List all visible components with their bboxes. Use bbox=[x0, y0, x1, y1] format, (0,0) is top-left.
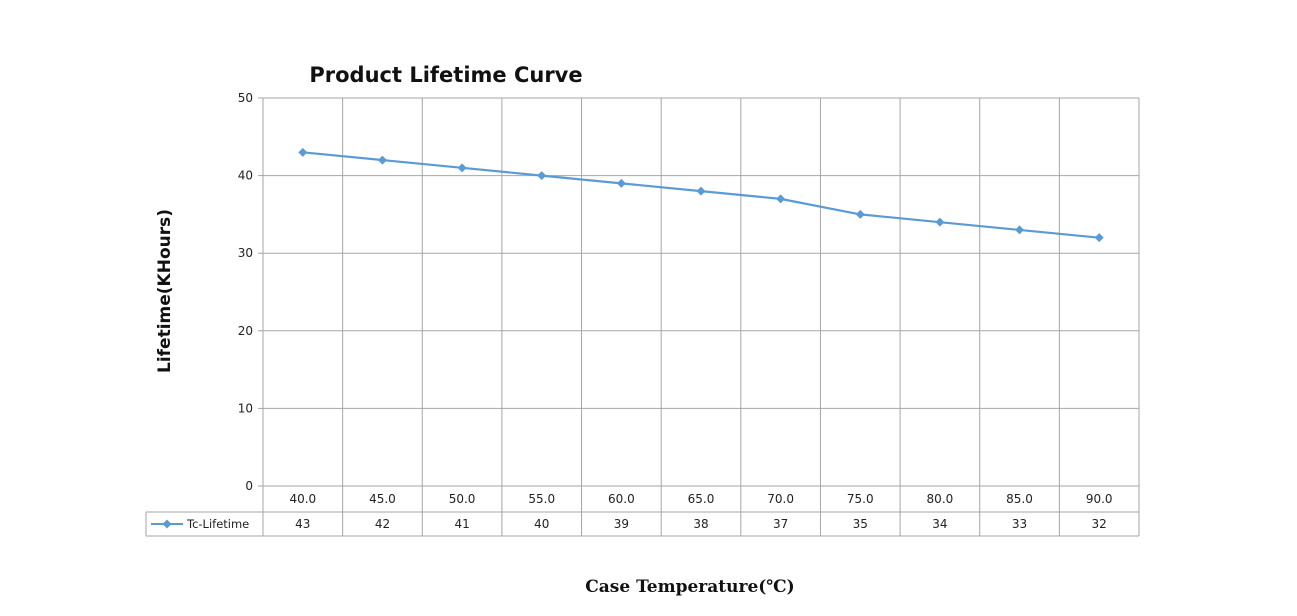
data-point bbox=[457, 163, 467, 173]
data-point bbox=[537, 171, 547, 181]
series-layer bbox=[298, 147, 1104, 243]
x-tick-label: 55.0 bbox=[528, 492, 555, 506]
table-value-cell: 40 bbox=[534, 517, 549, 531]
x-tick-label: 80.0 bbox=[927, 492, 954, 506]
table-value-cell: 42 bbox=[375, 517, 390, 531]
y-tick-label: 30 bbox=[238, 246, 253, 260]
x-tick-label: 40.0 bbox=[289, 492, 316, 506]
x-tick-label: 65.0 bbox=[688, 492, 715, 506]
y-tick-label: 50 bbox=[238, 91, 253, 105]
table-value-cell: 37 bbox=[773, 517, 788, 531]
y-tick-label: 20 bbox=[238, 324, 253, 338]
y-axis-ticks: 0 10 20 30 40 50 bbox=[238, 91, 253, 493]
y-axis-label: Lifetime(KHours) bbox=[155, 209, 175, 373]
table-value-cell: 41 bbox=[454, 517, 469, 531]
data-table: 40.0 43 45.0 42 50.0 41 55.0 40 60.0 39 65.0 38 70.0… bbox=[145, 492, 1139, 537]
data-point bbox=[1015, 225, 1025, 235]
x-tick-label: 45.0 bbox=[369, 492, 396, 506]
y-tick-label: 10 bbox=[238, 401, 253, 415]
data-point bbox=[1094, 233, 1104, 243]
table-value-cell: 35 bbox=[853, 517, 868, 531]
x-axis-label: Case Temperature(℃) bbox=[585, 577, 794, 597]
x-tick-label: 85.0 bbox=[1006, 492, 1033, 506]
x-tick-label: 60.0 bbox=[608, 492, 635, 506]
data-point bbox=[776, 194, 786, 204]
y-tick-label: 0 bbox=[245, 479, 253, 493]
table-value-cell: 38 bbox=[693, 517, 708, 531]
table-value-cell: 32 bbox=[1092, 517, 1107, 531]
table-value-cell: 33 bbox=[1012, 517, 1027, 531]
x-tick-label: 50.0 bbox=[449, 492, 476, 506]
legend-label: Tc-Lifetime bbox=[186, 517, 249, 531]
table-value-cell: 39 bbox=[614, 517, 629, 531]
data-point bbox=[616, 178, 626, 188]
table-value-cell: 34 bbox=[932, 517, 947, 531]
y-tick-label: 40 bbox=[238, 169, 253, 183]
data-point bbox=[696, 186, 706, 196]
grid-lines bbox=[258, 97, 1140, 536]
x-tick-label: 90.0 bbox=[1086, 492, 1113, 506]
legend-marker bbox=[162, 519, 172, 529]
chart-title: Product Lifetime Curve bbox=[309, 63, 582, 87]
data-point bbox=[855, 209, 865, 219]
data-point bbox=[377, 155, 387, 165]
data-point bbox=[298, 147, 308, 157]
x-tick-label: 70.0 bbox=[767, 492, 794, 506]
table-value-cell: 43 bbox=[295, 517, 310, 531]
data-point bbox=[935, 217, 945, 227]
x-tick-label: 75.0 bbox=[847, 492, 874, 506]
